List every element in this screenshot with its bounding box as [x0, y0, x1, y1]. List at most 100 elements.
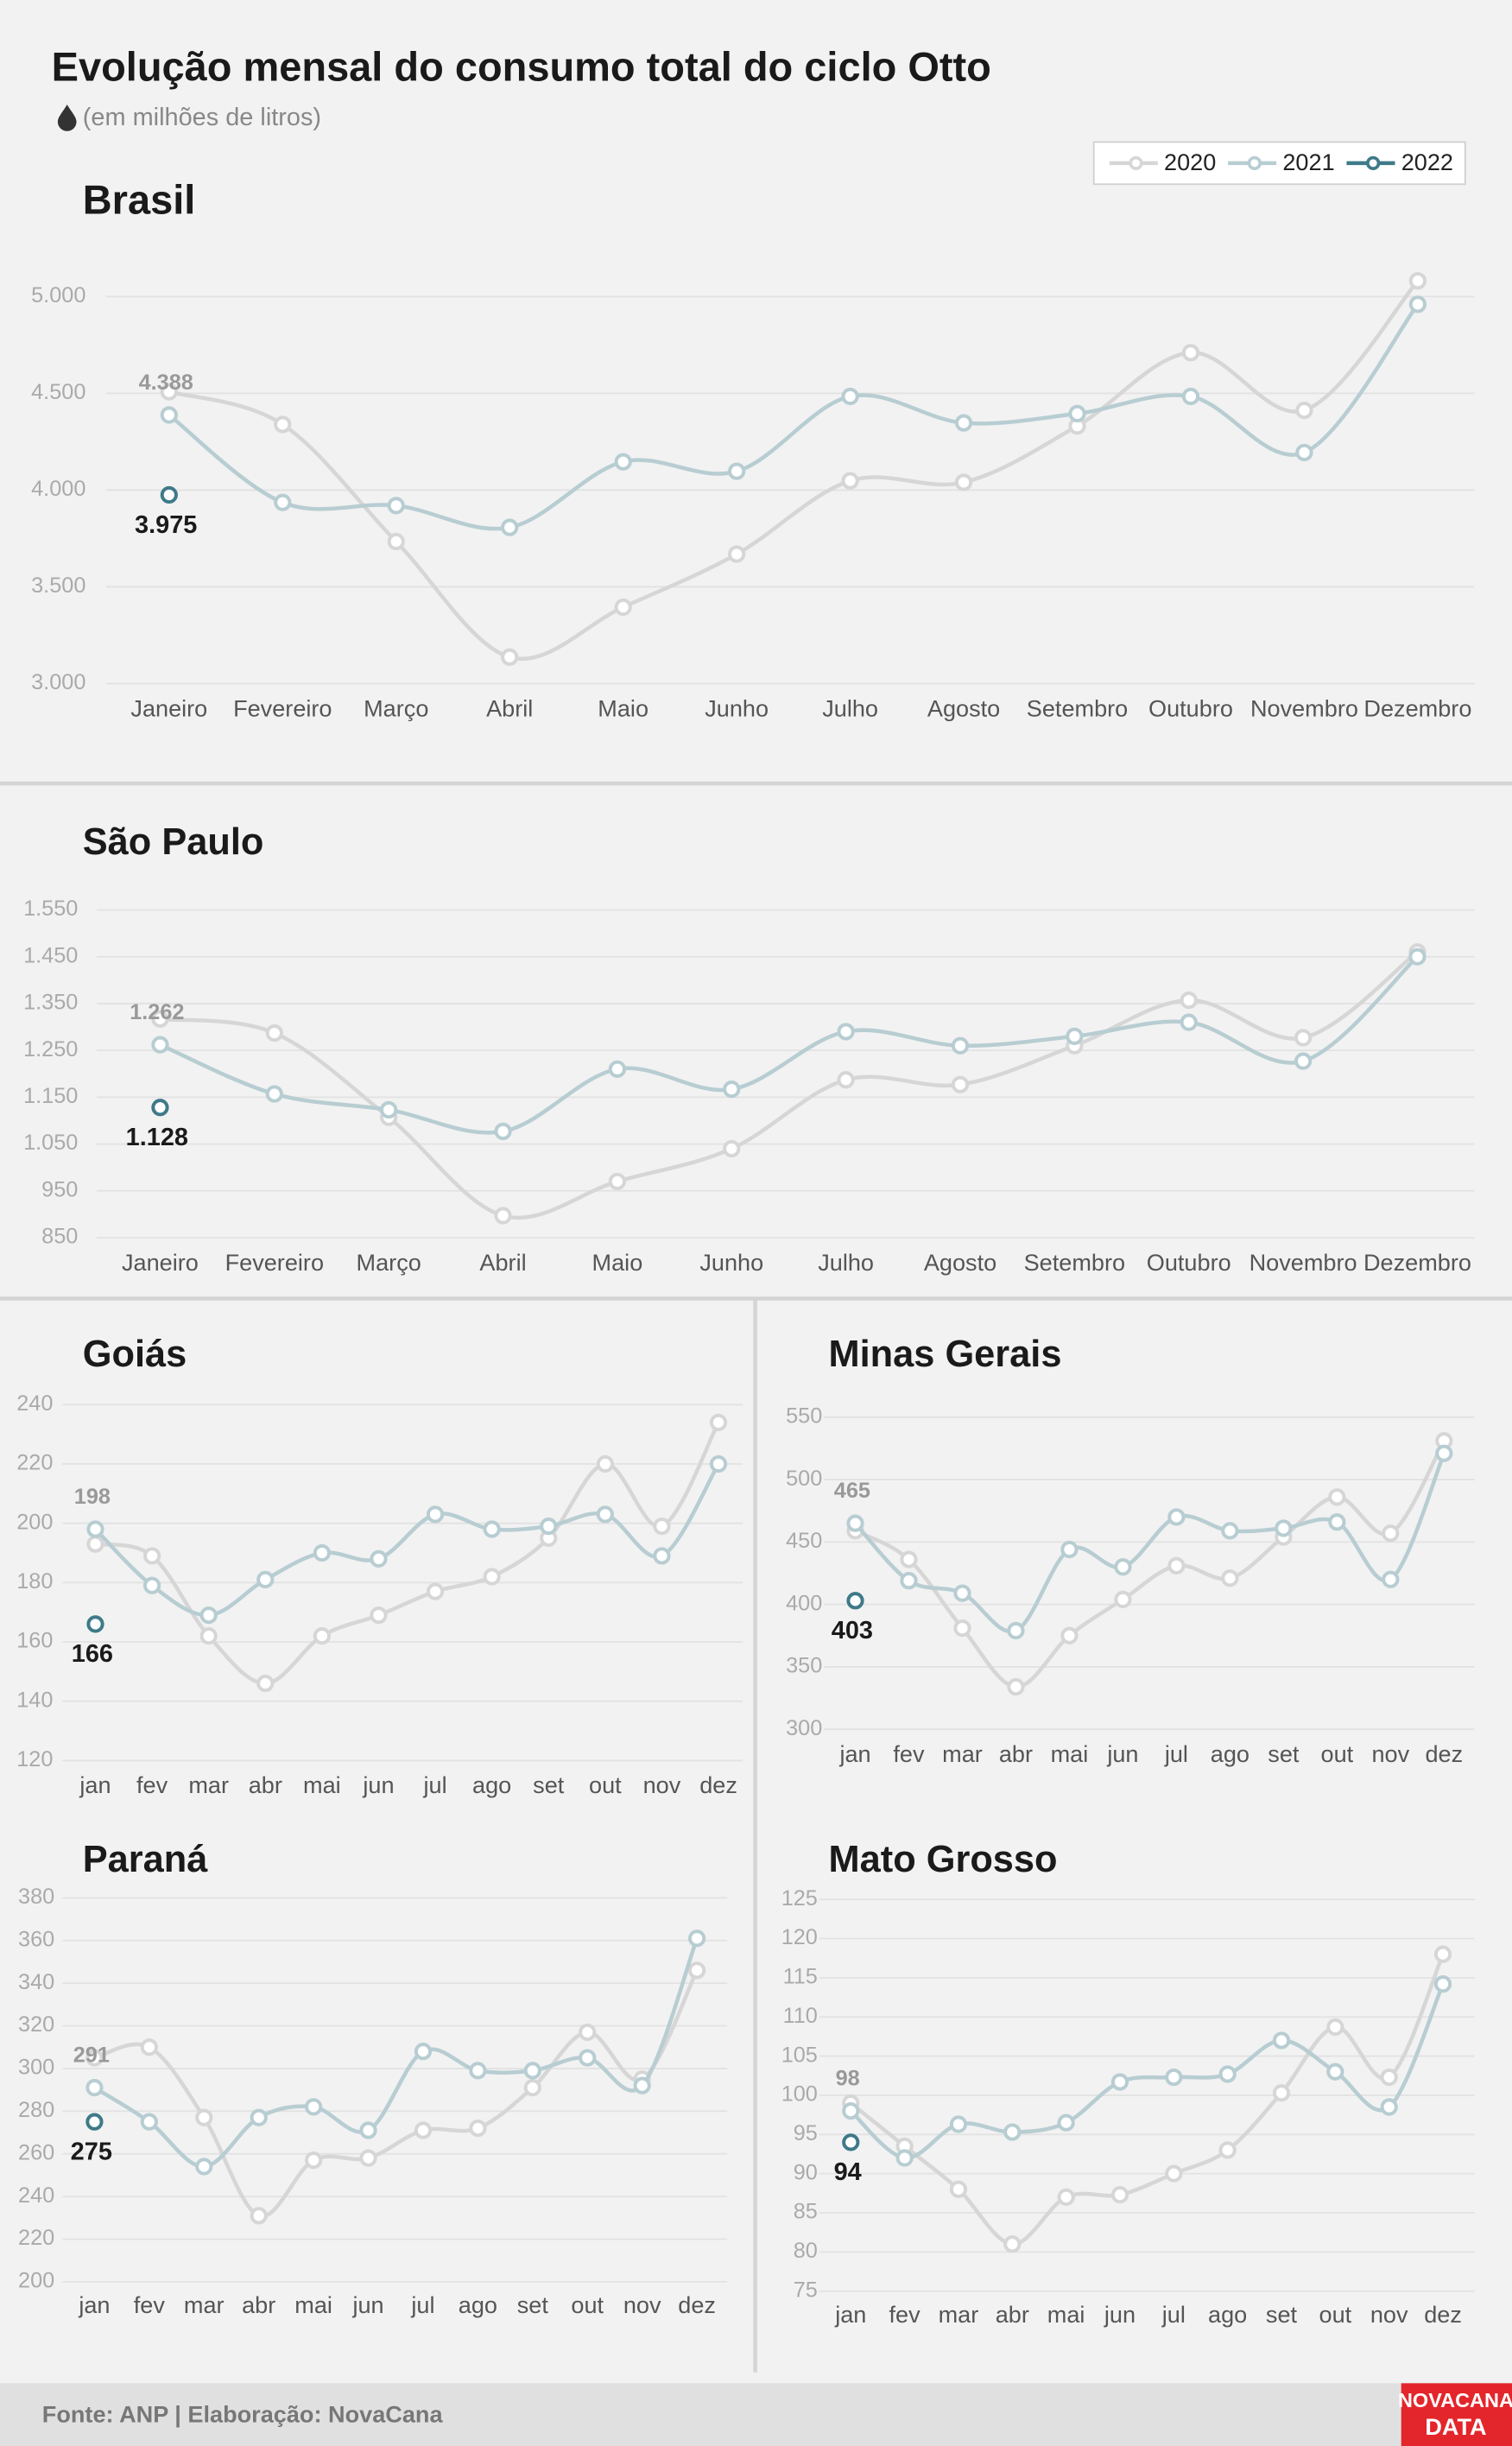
marker	[596, 1454, 614, 1473]
chart-title: São Paulo	[83, 821, 264, 863]
x-tick-label: mar	[939, 2301, 979, 2328]
x-tick-label: Outubro	[1148, 694, 1233, 721]
x-tick-label: nov	[1370, 2301, 1408, 2328]
marker	[1295, 401, 1313, 420]
legend-marker	[1366, 155, 1381, 170]
x-tick-label: jun	[362, 1771, 394, 1798]
marker	[837, 1023, 855, 1041]
marker	[687, 1961, 706, 1980]
marker	[494, 1122, 512, 1141]
marker	[842, 2101, 860, 2120]
marker	[723, 1139, 741, 1158]
marker	[160, 485, 178, 504]
x-tick-label: jun	[1104, 2301, 1136, 2328]
y-tick-label: 140	[16, 1688, 53, 1712]
x-tick-label: fev	[893, 1740, 925, 1767]
marker	[86, 1535, 104, 1553]
marker	[953, 1619, 971, 1638]
y-tick-label: 450	[786, 1529, 822, 1553]
marker	[250, 2207, 268, 2225]
marker	[1007, 1621, 1025, 1640]
line	[159, 955, 1419, 1135]
chart-title: Goiás	[83, 1334, 187, 1375]
x-tick-label: Maio	[598, 694, 648, 721]
y-tick-label: 3.500	[31, 573, 85, 598]
x-tick-label: mai	[1047, 2301, 1085, 2328]
x-tick-label: jun	[351, 2291, 383, 2318]
marker	[483, 1568, 501, 1586]
x-tick-label: jan	[79, 1771, 111, 1798]
marker	[86, 1520, 104, 1538]
marker	[274, 493, 292, 511]
y-tick-label: 75	[794, 2278, 818, 2302]
marker	[494, 1207, 512, 1225]
x-tick-label: abr	[242, 2291, 275, 2318]
marker	[1181, 344, 1200, 362]
x-tick-label: abr	[249, 1771, 282, 1798]
y-tick-label: 105	[781, 2043, 818, 2067]
y-tick-label: 220	[16, 1451, 53, 1475]
legend-marker	[1129, 155, 1143, 170]
y-tick-label: 110	[783, 2004, 818, 2028]
marker	[841, 472, 859, 490]
marker	[1408, 295, 1427, 314]
legend-label: 2021	[1282, 149, 1334, 175]
x-tick-label: set	[1268, 1740, 1300, 1767]
marker	[1328, 1513, 1346, 1531]
marker	[1294, 1029, 1313, 1047]
x-tick-label: fev	[889, 2301, 921, 2328]
marker	[614, 598, 632, 617]
x-tick-label: Dezembro	[1363, 1249, 1471, 1276]
marker	[142, 1576, 161, 1594]
marker	[151, 1010, 169, 1028]
y-tick-label: 850	[41, 1225, 78, 1249]
chart-title: Brasil	[83, 176, 196, 222]
marker	[426, 1505, 445, 1524]
marker	[1167, 1556, 1186, 1575]
legend-label: 2020	[1164, 149, 1216, 175]
footer-band	[0, 2383, 1512, 2446]
marker	[653, 1517, 671, 1536]
marker	[1057, 2188, 1075, 2206]
x-tick-label: mar	[942, 1740, 983, 1767]
marker	[1060, 1626, 1079, 1644]
marker	[900, 1572, 918, 1590]
y-tick-label: 500	[786, 1467, 822, 1491]
marker	[837, 1071, 855, 1089]
y-tick-label: 90	[794, 2160, 818, 2184]
x-tick-label: Novembro	[1250, 694, 1358, 721]
x-tick-label: out	[571, 2291, 604, 2318]
x-tick-label: Fevereiro	[225, 1249, 324, 1276]
marker	[951, 1036, 970, 1055]
x-tick-label: Setembro	[1027, 694, 1128, 721]
marker	[1167, 1508, 1186, 1526]
legend-marker	[1247, 155, 1262, 170]
x-tick-label: jun	[1106, 1740, 1138, 1767]
line	[854, 1440, 1446, 1689]
marker	[1180, 992, 1198, 1010]
y-tick-label: 950	[41, 1177, 78, 1201]
y-tick-label: 1.550	[23, 897, 78, 921]
chart-title: Paraná	[83, 1839, 209, 1880]
x-tick-label: nov	[1371, 1740, 1409, 1767]
marker	[1110, 2186, 1129, 2204]
y-tick-label: 125	[781, 1886, 818, 1911]
marker	[1218, 2141, 1237, 2159]
marker	[579, 2049, 597, 2067]
marker	[313, 1627, 331, 1645]
x-tick-label: Abril	[479, 1249, 526, 1276]
marker	[540, 1517, 558, 1536]
y-tick-label: 350	[786, 1654, 822, 1678]
x-tick-label: mai	[303, 1771, 341, 1798]
y-tick-label: 400	[786, 1591, 822, 1615]
marker	[1326, 2018, 1344, 2037]
data-label: 98	[836, 2067, 860, 2091]
marker	[846, 1592, 864, 1610]
marker	[1180, 1013, 1198, 1031]
marker	[160, 383, 178, 401]
y-tick-label: 1.450	[23, 943, 78, 967]
y-tick-label: 200	[16, 1510, 53, 1534]
x-tick-label: Julho	[818, 1249, 874, 1276]
x-tick-label: jul	[423, 1771, 447, 1798]
x-tick-label: dez	[1424, 2301, 1462, 2328]
